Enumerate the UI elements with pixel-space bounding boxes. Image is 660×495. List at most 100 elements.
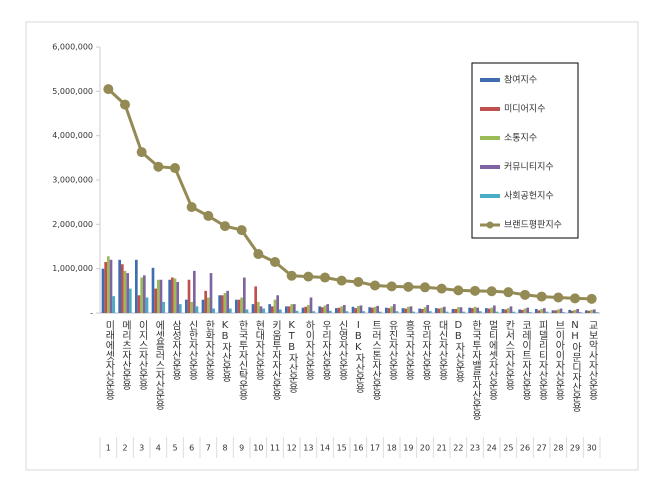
bar [159, 279, 163, 313]
bar [393, 304, 396, 313]
bar [512, 311, 515, 313]
bar [307, 305, 310, 313]
bar [435, 308, 438, 313]
legend-box [471, 62, 579, 239]
bar [471, 308, 474, 313]
line-marker [336, 275, 347, 286]
bar [543, 308, 546, 313]
bar [585, 310, 588, 313]
x-tick-label: DB자산운용 [453, 320, 465, 382]
line-marker [570, 293, 580, 304]
bar [493, 305, 496, 313]
bar [423, 307, 427, 313]
legend-label: 브랜드평판지수 [504, 220, 562, 231]
bar [107, 256, 110, 313]
bar [335, 308, 338, 313]
bar [507, 308, 510, 313]
bar [529, 312, 532, 313]
bar [401, 308, 405, 313]
bar [287, 306, 291, 313]
bar [104, 262, 107, 313]
x-tick-label: KTB자산운용 [286, 320, 298, 393]
bar [535, 309, 538, 313]
line-marker [386, 281, 397, 292]
legend-label: 참여지수 [504, 74, 537, 86]
bar [440, 307, 443, 313]
bar [554, 310, 557, 313]
bar [468, 307, 471, 313]
rank-label: 9 [239, 444, 244, 453]
rank-label: 4 [156, 444, 161, 453]
bar [385, 307, 388, 313]
rank-label: 5 [172, 444, 177, 453]
bar [573, 309, 577, 313]
rank-label: 8 [222, 444, 227, 453]
x-tick-label: 코레이트자산운용 [520, 320, 532, 400]
line-marker [153, 161, 164, 172]
line-marker [303, 271, 314, 282]
bar [251, 304, 255, 313]
bar [407, 306, 410, 313]
bar [321, 307, 324, 313]
rank-label: 27 [537, 444, 547, 453]
x-tick-label: 하이자산운용 [303, 319, 315, 380]
line-marker [403, 281, 414, 292]
bar [518, 309, 521, 313]
line-marker [470, 285, 480, 296]
bar [254, 286, 257, 313]
x-tick-label: 유진자산운용 [386, 320, 398, 380]
bar [273, 299, 277, 313]
rank-label: 28 [553, 444, 563, 453]
x-tick-label: 한국투자밸류자산운용 [470, 320, 482, 420]
line-marker [236, 225, 247, 236]
bar [101, 268, 105, 313]
bar [204, 290, 207, 313]
x-tick-label: 브이아이자산운용 [553, 320, 565, 400]
x-tick-label: 신영자산운용 [336, 320, 348, 380]
x-tick-label: 키움투자자산운용 [270, 320, 282, 400]
rank-label: 21 [437, 444, 447, 453]
x-tick-label: 피델리티자산운용 [536, 320, 548, 400]
rank-label: 24 [487, 444, 497, 453]
bar [359, 305, 363, 313]
bar [112, 296, 115, 313]
line-marker [520, 289, 530, 300]
bar [221, 295, 224, 313]
bar [479, 311, 482, 313]
y-tick-label: 4,000,000 [52, 131, 93, 140]
bar [395, 311, 399, 313]
bar [309, 297, 313, 313]
x-tick-label: NH아문디자산운용 [570, 320, 582, 412]
bar [387, 308, 391, 313]
x-tick-label: 삼성자산운용 [170, 320, 182, 380]
bar [576, 309, 579, 313]
bar [590, 309, 593, 313]
x-tick-label: 에셋플러스자산운용 [153, 320, 165, 410]
bar [276, 295, 279, 313]
bar [495, 311, 499, 313]
bar [190, 301, 193, 313]
legend-label: 소통지수 [504, 133, 537, 144]
bar [368, 307, 371, 313]
bar [540, 309, 543, 313]
bar [421, 309, 424, 313]
line-marker [203, 210, 214, 221]
bar [226, 290, 229, 313]
x-tick-label: IBK자산운용 [353, 320, 365, 393]
x-tick-label: 한화자산운용 [203, 320, 215, 380]
bar [351, 306, 355, 313]
bar [487, 308, 491, 313]
bar [476, 307, 479, 313]
rank-label: 25 [503, 444, 513, 453]
line-marker [186, 202, 197, 213]
x-tick-label: 이지스자산운용 [136, 320, 148, 390]
rank-label: 11 [270, 444, 280, 453]
rank-label: 22 [453, 444, 463, 453]
bar [151, 267, 155, 313]
bar [201, 299, 205, 313]
bar [571, 310, 574, 313]
rank-label: 6 [189, 444, 194, 453]
bar [118, 259, 121, 313]
bar [426, 305, 429, 313]
